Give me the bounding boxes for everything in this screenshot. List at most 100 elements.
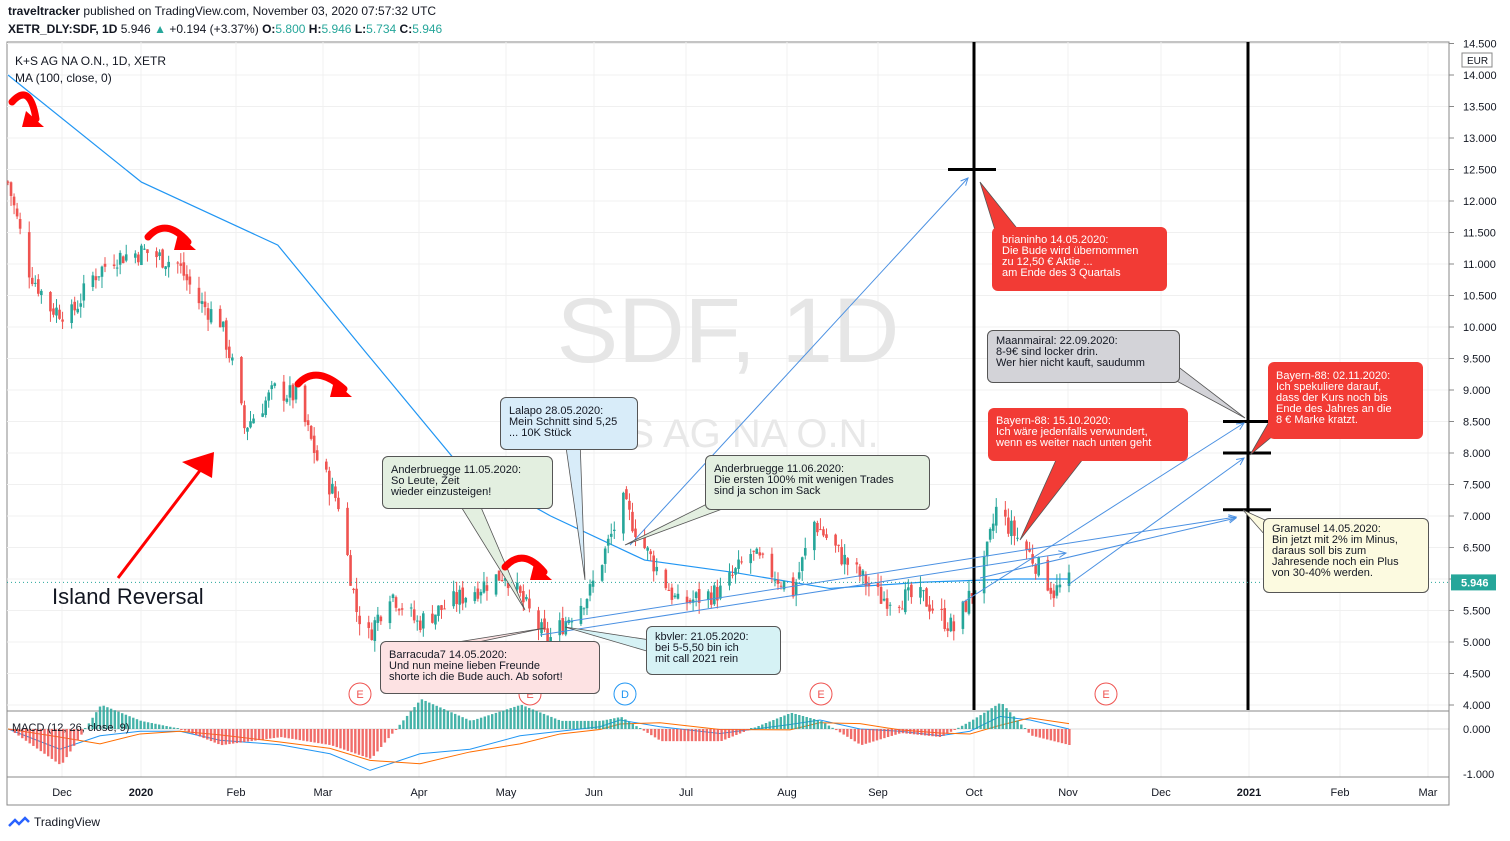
macd-line bbox=[7, 715, 1070, 771]
x-tick-label: Mar bbox=[314, 787, 333, 799]
note-pointer bbox=[1242, 509, 1266, 537]
candle-body bbox=[15, 208, 19, 217]
island-reversal-arrow-head bbox=[182, 452, 214, 478]
macd-histogram-bar bbox=[180, 729, 183, 730]
legend-ma: MA (100, close, 0) bbox=[15, 71, 112, 85]
price-axis[interactable]: 4.0004.5005.0005.5006.0006.5007.0007.500… bbox=[7, 39, 1497, 806]
macd-histogram-bar bbox=[960, 725, 964, 729]
candle-body bbox=[919, 587, 922, 598]
candle-body bbox=[158, 252, 161, 257]
macd-histogram-bar bbox=[761, 724, 764, 729]
candle-body bbox=[1058, 584, 1062, 588]
y-tick-label: 10.000 bbox=[1463, 322, 1497, 334]
macd-histogram-bar bbox=[568, 720, 572, 729]
macd-histogram-bar bbox=[886, 729, 890, 738]
y-tick-label: 8.000 bbox=[1463, 448, 1491, 460]
macd-histogram-bar bbox=[542, 713, 546, 729]
candle-body bbox=[267, 392, 271, 401]
macd-histogram-bar bbox=[13, 729, 17, 733]
candle-body bbox=[121, 256, 125, 264]
macd-histogram-bar bbox=[391, 729, 394, 734]
x-tick-label: 2020 bbox=[129, 787, 153, 799]
macd-histogram-bar bbox=[91, 717, 94, 729]
trend-arrow-line bbox=[961, 422, 1245, 604]
macd-histogram-bar bbox=[949, 729, 953, 732]
y-tick-label: 11.500 bbox=[1463, 228, 1496, 240]
macd-histogram-bar bbox=[594, 720, 597, 729]
macd-histogram-bar bbox=[775, 718, 779, 729]
macd-histogram-bar bbox=[487, 715, 490, 729]
macd-histogram-bar bbox=[553, 718, 557, 729]
macd-histogram-bar bbox=[172, 727, 176, 729]
candle-body bbox=[982, 556, 986, 594]
y-tick-label: 12.500 bbox=[1463, 165, 1497, 177]
macd-histogram-bar bbox=[524, 706, 527, 729]
candle-body bbox=[606, 538, 610, 546]
macd-histogram-bar bbox=[690, 729, 694, 742]
macd-histogram-bar bbox=[531, 709, 535, 729]
time-axis[interactable]: Dec 2020 Feb Mar Apr May Jun Jul Aug Sep Oct Nov Dec… bbox=[7, 776, 1449, 799]
macd-histogram-bar bbox=[243, 729, 246, 743]
red-arrows bbox=[8, 91, 552, 580]
macd-histogram-bar bbox=[528, 707, 531, 729]
macd-histogram-bar bbox=[72, 729, 76, 746]
macd-histogram-bar bbox=[879, 729, 882, 740]
macd-histogram-bar bbox=[546, 715, 549, 729]
macd-histogram-bar bbox=[953, 729, 956, 730]
macd-histogram-bar bbox=[435, 705, 438, 729]
candle-body bbox=[379, 616, 383, 622]
note-barracuda: Barracuda7 14.05.2020: Und nun meine lie… bbox=[380, 641, 600, 694]
candle-body bbox=[61, 319, 64, 322]
candle-body bbox=[261, 413, 264, 417]
y-tick-label: 4.000 bbox=[1463, 700, 1491, 712]
macd-histogram-bar bbox=[720, 729, 723, 741]
macd-histogram-bar bbox=[232, 729, 235, 744]
red-arrow-head bbox=[22, 111, 44, 127]
macd-histogram-bar bbox=[87, 723, 91, 729]
legend-title: K+S AG NA O.N., 1D, XETR bbox=[15, 54, 166, 68]
x-tick-label: Nov bbox=[1058, 787, 1078, 799]
candle-body bbox=[70, 304, 73, 323]
macd-histogram-bar bbox=[21, 729, 24, 739]
candle-body bbox=[91, 275, 95, 287]
candle-body bbox=[103, 263, 107, 267]
candle-body bbox=[137, 254, 140, 263]
macd-histogram-bar bbox=[997, 703, 1001, 729]
tradingview-icon bbox=[8, 816, 30, 827]
macd-histogram-bar bbox=[539, 712, 542, 729]
change: +0.194 (+3.37%) bbox=[169, 22, 259, 36]
candle-body bbox=[58, 309, 61, 319]
candle-body bbox=[485, 585, 489, 591]
candle-body bbox=[1007, 517, 1010, 534]
macd-histogram-bar bbox=[24, 729, 28, 741]
candle-body bbox=[303, 385, 307, 423]
macd-histogram-bar bbox=[291, 729, 294, 739]
candle-body bbox=[370, 629, 374, 641]
candle-body bbox=[879, 586, 883, 604]
candle-body bbox=[218, 308, 222, 328]
trend-arrow-line bbox=[1067, 457, 1245, 586]
macd-histogram-bar bbox=[442, 709, 446, 729]
macd-histogram-bar bbox=[195, 729, 198, 736]
macd-histogram-bar bbox=[905, 729, 908, 734]
candle-body bbox=[476, 588, 480, 599]
macd-histogram-bar bbox=[109, 708, 113, 729]
candle-body bbox=[713, 585, 716, 605]
macd-histogram-bar bbox=[1042, 729, 1045, 739]
candle-body bbox=[964, 600, 968, 612]
candle-body bbox=[794, 582, 798, 595]
macd-histogram-bar bbox=[627, 721, 631, 729]
macd-histogram-bar bbox=[224, 729, 227, 745]
macd-histogram-bar bbox=[457, 715, 461, 729]
macd-histogram-bar bbox=[605, 719, 609, 729]
candle-body bbox=[773, 580, 777, 582]
candle-body bbox=[819, 529, 822, 531]
tradingview-logo[interactable]: TradingView bbox=[8, 815, 100, 829]
candle-body bbox=[655, 566, 659, 572]
macd-histogram-bar bbox=[213, 729, 216, 743]
macd-histogram-bar bbox=[294, 729, 298, 740]
macd-histogram-bar bbox=[450, 712, 453, 729]
macd-histogram-bar bbox=[283, 729, 287, 738]
publisher[interactable]: traveltracker bbox=[8, 4, 81, 18]
